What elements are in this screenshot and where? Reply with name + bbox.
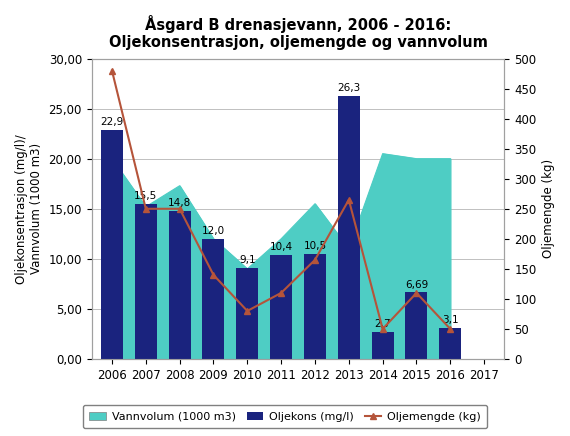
Title: Åsgard B drenasjevann, 2006 - 2016:
Oljekonsentrasjon, oljemengde og vannvolum: Åsgard B drenasjevann, 2006 - 2016: Olje… — [109, 15, 487, 51]
Y-axis label: Oljemengde (kg): Oljemengde (kg) — [542, 159, 555, 259]
Bar — [270, 255, 292, 359]
Bar — [439, 328, 461, 359]
Bar — [372, 332, 394, 359]
Text: 26,3: 26,3 — [337, 83, 360, 93]
Text: 15,5: 15,5 — [134, 191, 157, 201]
Legend: Vannvolum (1000 m3), Oljekons (mg/l), Oljemengde (kg): Vannvolum (1000 m3), Oljekons (mg/l), Ol… — [83, 405, 487, 428]
Text: 22,9: 22,9 — [100, 117, 124, 127]
Y-axis label: Oljekonsentrasjon (mg/l)/
Vannvolum (1000 m3): Oljekonsentrasjon (mg/l)/ Vannvolum (100… — [15, 134, 43, 284]
Text: 3,1: 3,1 — [442, 316, 459, 326]
Text: 9,1: 9,1 — [239, 255, 255, 266]
Bar — [338, 95, 360, 359]
Text: 6,69: 6,69 — [405, 279, 428, 290]
Text: 2,7: 2,7 — [374, 320, 391, 330]
Bar — [202, 239, 225, 359]
Text: 12,0: 12,0 — [202, 226, 225, 236]
Bar — [405, 292, 428, 359]
Bar — [101, 129, 123, 359]
Bar — [304, 254, 326, 359]
Bar — [237, 268, 258, 359]
Text: 14,8: 14,8 — [168, 198, 192, 208]
Bar — [169, 211, 190, 359]
Bar — [135, 204, 157, 359]
Text: 10,5: 10,5 — [303, 242, 327, 251]
Text: 10,4: 10,4 — [270, 242, 293, 252]
